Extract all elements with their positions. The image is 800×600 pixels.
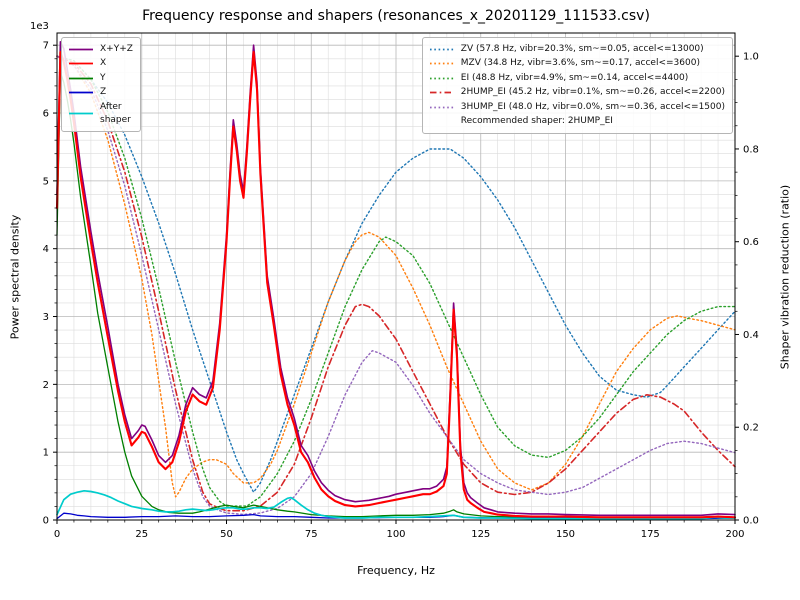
legend-line-sample (69, 77, 93, 79)
legend-item: MZV (34.8 Hz, vibr=3.6%, sm~=0.17, accel… (429, 57, 725, 70)
legend-item: Y (68, 72, 133, 85)
legend-label: X+Y+Z (100, 43, 133, 54)
legend-label: Y (100, 72, 106, 83)
series-mzv (56, 55, 736, 498)
legend-item: 3HUMP_EI (48.0 Hz, vibr=0.0%, sm~=0.36, … (429, 101, 725, 114)
x-tick-label: 100 (386, 529, 405, 540)
series-x (55, 50, 737, 519)
y-left-tick-label: 6 (43, 109, 49, 120)
legend-line-sample (69, 112, 93, 115)
legend-line-sample (69, 62, 93, 65)
legend-item: ZV (57.8 Hz, vibr=20.3%, sm~=0.05, accel… (429, 43, 725, 56)
legend-item: EI (48.8 Hz, vibr=4.9%, sm~=0.14, accel<… (429, 72, 725, 85)
series-y (56, 71, 736, 519)
legend-item: 2HUMP_EI (45.2 Hz, vibr=0.1%, sm~=0.26, … (429, 86, 725, 99)
y-left-tick-label: 4 (43, 244, 49, 255)
legend-psd: X+Y+Z X Y Z After shaper (61, 37, 141, 133)
y-right-tick-label: 0.6 (743, 237, 759, 248)
y-axis-offset-label: 1e3 (30, 21, 49, 32)
legend-label: ZV (57.8 Hz, vibr=20.3%, sm~=0.05, accel… (460, 43, 704, 54)
legend-item: After shaper (68, 101, 133, 127)
x-tick-label: 200 (725, 529, 744, 540)
legend-item: Z (68, 86, 133, 99)
y-left-tick-label: 5 (43, 176, 49, 187)
series-3hump-ei (56, 55, 736, 516)
x-tick-label: 75 (305, 529, 318, 540)
y-left-tick-label: 2 (43, 380, 49, 391)
legend-label: MZV (34.8 Hz, vibr=3.6%, sm~=0.17, accel… (460, 58, 700, 69)
legend-item: X (68, 57, 133, 70)
y-right-tick-label: 0.2 (743, 423, 759, 434)
y-right-tick-label: 0.4 (743, 330, 759, 341)
y-axis-right-label: Shaper vibration reduction (ratio) (778, 184, 792, 370)
legend-label: 3HUMP_EI (48.0 Hz, vibr=0.0%, sm~=0.36, … (460, 101, 725, 112)
series-zv (56, 55, 736, 493)
x-axis-label: Frequency, Hz (357, 564, 435, 577)
legend-line-sample (69, 91, 93, 94)
legend-line-sample (429, 48, 454, 50)
y-left-tick-label: 3 (43, 312, 49, 323)
legend-label: Z (100, 87, 107, 98)
legend-label: X (100, 58, 107, 69)
x-tick-label: 25 (135, 529, 148, 540)
legend-line-sample (429, 62, 454, 65)
y-left-tick-label: 0 (43, 516, 49, 527)
y-right-tick-label: 1.0 (743, 52, 759, 63)
legend-label: 2HUMP_EI (45.2 Hz, vibr=0.1%, sm~=0.26, … (460, 87, 725, 98)
series-2hump-ei (56, 55, 736, 512)
legend-line-sample (429, 77, 454, 79)
legend-item: X+Y+Z (68, 43, 133, 56)
y-left-tick-label: 1 (43, 448, 49, 459)
x-tick-label: 50 (220, 529, 233, 540)
legend-label: Recommended shaper: 2HUMP_EI (460, 116, 613, 127)
legend-line-sample (429, 91, 454, 94)
legend-shapers: ZV (57.8 Hz, vibr=20.3%, sm~=0.05, accel… (421, 37, 733, 134)
y-right-tick-label: 0.8 (743, 144, 759, 155)
chart-title: Frequency response and shapers (resonanc… (142, 8, 650, 24)
y-axis-left-label: Power spectral density (8, 214, 22, 340)
x-tick-label: 125 (471, 529, 490, 540)
x-tick-label: 175 (641, 529, 660, 540)
series-after-shaper (56, 489, 736, 520)
legend-item: Recommended shaper: 2HUMP_EI (461, 115, 725, 128)
legend-line-sample (429, 106, 454, 109)
y-left-tick-label: 7 (43, 41, 49, 52)
x-tick-label: 0 (54, 529, 60, 540)
series-x-y-z (56, 40, 736, 517)
legend-label: After shaper (100, 101, 131, 125)
legend-label: EI (48.8 Hz, vibr=4.9%, sm~=0.14, accel<… (460, 72, 689, 83)
x-tick-label: 150 (556, 529, 575, 540)
legend-line-sample (69, 48, 93, 50)
y-right-tick-label: 0.0 (743, 516, 759, 527)
